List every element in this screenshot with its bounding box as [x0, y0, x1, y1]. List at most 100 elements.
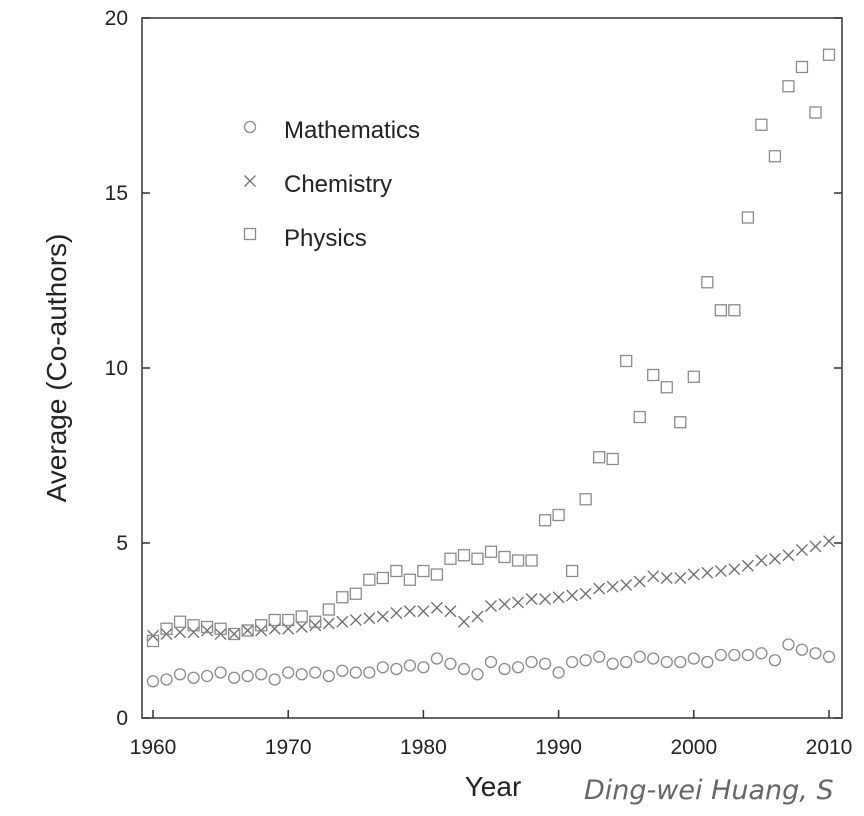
point-physics	[322, 603, 335, 616]
legend-marker-physics	[243, 227, 257, 241]
point-physics	[457, 549, 471, 562]
point-mathematics	[457, 662, 471, 676]
point-mathematics	[498, 662, 511, 676]
series-mathematics	[146, 638, 836, 688]
point-chemistry	[566, 589, 579, 602]
legend-label-mathematics: Mathematics	[284, 117, 420, 144]
point-mathematics	[511, 661, 525, 674]
point-physics	[701, 276, 714, 289]
point-mathematics	[214, 666, 227, 679]
y-tick-label: 15	[105, 182, 128, 205]
point-chemistry	[579, 587, 592, 600]
point-physics	[593, 451, 606, 464]
point-chemistry	[593, 582, 606, 595]
point-chemistry	[606, 580, 619, 593]
legend-label-physics: Physics	[284, 225, 367, 252]
point-chemistry	[417, 605, 430, 618]
point-chemistry	[782, 549, 795, 562]
point-mathematics	[430, 652, 444, 665]
point-chemistry	[295, 621, 308, 633]
point-physics	[741, 211, 755, 224]
point-physics	[484, 545, 498, 558]
y-tick-label: 20	[105, 7, 128, 30]
point-mathematics	[390, 662, 403, 676]
point-physics	[282, 613, 295, 627]
point-physics	[620, 354, 633, 368]
point-physics	[146, 634, 160, 648]
x-tick-label: 2010	[806, 736, 853, 759]
point-physics	[674, 416, 687, 429]
point-mathematics	[376, 661, 389, 674]
point-mathematics	[160, 673, 173, 686]
point-chemistry	[823, 535, 835, 548]
point-mathematics	[282, 666, 295, 679]
point-chemistry	[201, 624, 214, 637]
point-chemistry	[444, 605, 457, 618]
point-physics	[309, 615, 322, 628]
point-chemistry	[552, 591, 565, 604]
point-physics	[525, 554, 538, 567]
point-mathematics	[822, 650, 836, 663]
credit-text: Ding-wei Huang, S	[584, 775, 834, 806]
point-chemistry	[376, 610, 389, 623]
point-chemistry	[430, 601, 443, 614]
point-chemistry	[674, 572, 687, 584]
point-mathematics	[741, 648, 755, 662]
legend-label-chemistry: Chemistry	[284, 171, 392, 198]
point-physics	[363, 573, 376, 586]
point-mathematics	[552, 666, 565, 679]
point-mathematics	[768, 654, 782, 667]
point-mathematics	[295, 668, 308, 681]
point-mathematics	[336, 664, 349, 677]
x-tick-label: 2000	[670, 736, 717, 759]
point-chemistry	[633, 575, 646, 588]
point-chemistry	[620, 579, 633, 591]
point-physics	[755, 118, 768, 131]
point-physics	[728, 304, 741, 317]
point-mathematics	[674, 655, 687, 669]
point-mathematics	[403, 659, 417, 672]
point-chemistry	[458, 615, 470, 628]
point-mathematics	[565, 655, 579, 669]
point-physics	[444, 552, 457, 565]
point-chemistry	[714, 565, 727, 577]
point-mathematics	[687, 652, 700, 665]
point-mathematics	[417, 661, 430, 674]
point-chemistry	[309, 619, 322, 632]
legend-marker-mathematics	[243, 120, 257, 134]
x-tick-label: 1990	[535, 736, 582, 759]
x-tick-label: 1970	[265, 736, 312, 759]
point-mathematics	[525, 655, 538, 669]
point-mathematics	[606, 657, 619, 670]
point-chemistry	[741, 559, 754, 572]
point-physics	[606, 452, 619, 466]
point-chemistry	[525, 593, 538, 605]
point-physics	[795, 60, 809, 74]
point-physics	[498, 550, 511, 564]
point-chemistry	[336, 615, 349, 628]
x-axis: 1960 1970 1980 1990 2000 2010	[130, 710, 853, 759]
point-chemistry	[471, 610, 484, 623]
point-chemistry	[403, 605, 416, 618]
point-chemistry	[390, 607, 403, 619]
point-mathematics	[647, 652, 660, 665]
x-tick-label: 1960	[130, 736, 177, 759]
point-mathematics	[471, 668, 484, 681]
point-chemistry	[809, 540, 822, 553]
point-physics	[417, 564, 430, 578]
point-physics	[187, 619, 200, 632]
point-mathematics	[255, 668, 268, 681]
point-physics	[579, 493, 592, 506]
point-mathematics	[782, 638, 795, 651]
point-physics	[214, 622, 227, 635]
point-mathematics	[349, 666, 362, 679]
point-physics	[768, 150, 782, 163]
point-mathematics	[227, 671, 241, 684]
y-tick-label: 5	[116, 532, 128, 555]
point-physics	[660, 381, 673, 394]
point-chemistry	[349, 614, 362, 626]
point-physics	[565, 564, 579, 578]
point-mathematics	[484, 655, 498, 669]
point-mathematics	[755, 647, 768, 660]
point-physics	[633, 410, 646, 424]
